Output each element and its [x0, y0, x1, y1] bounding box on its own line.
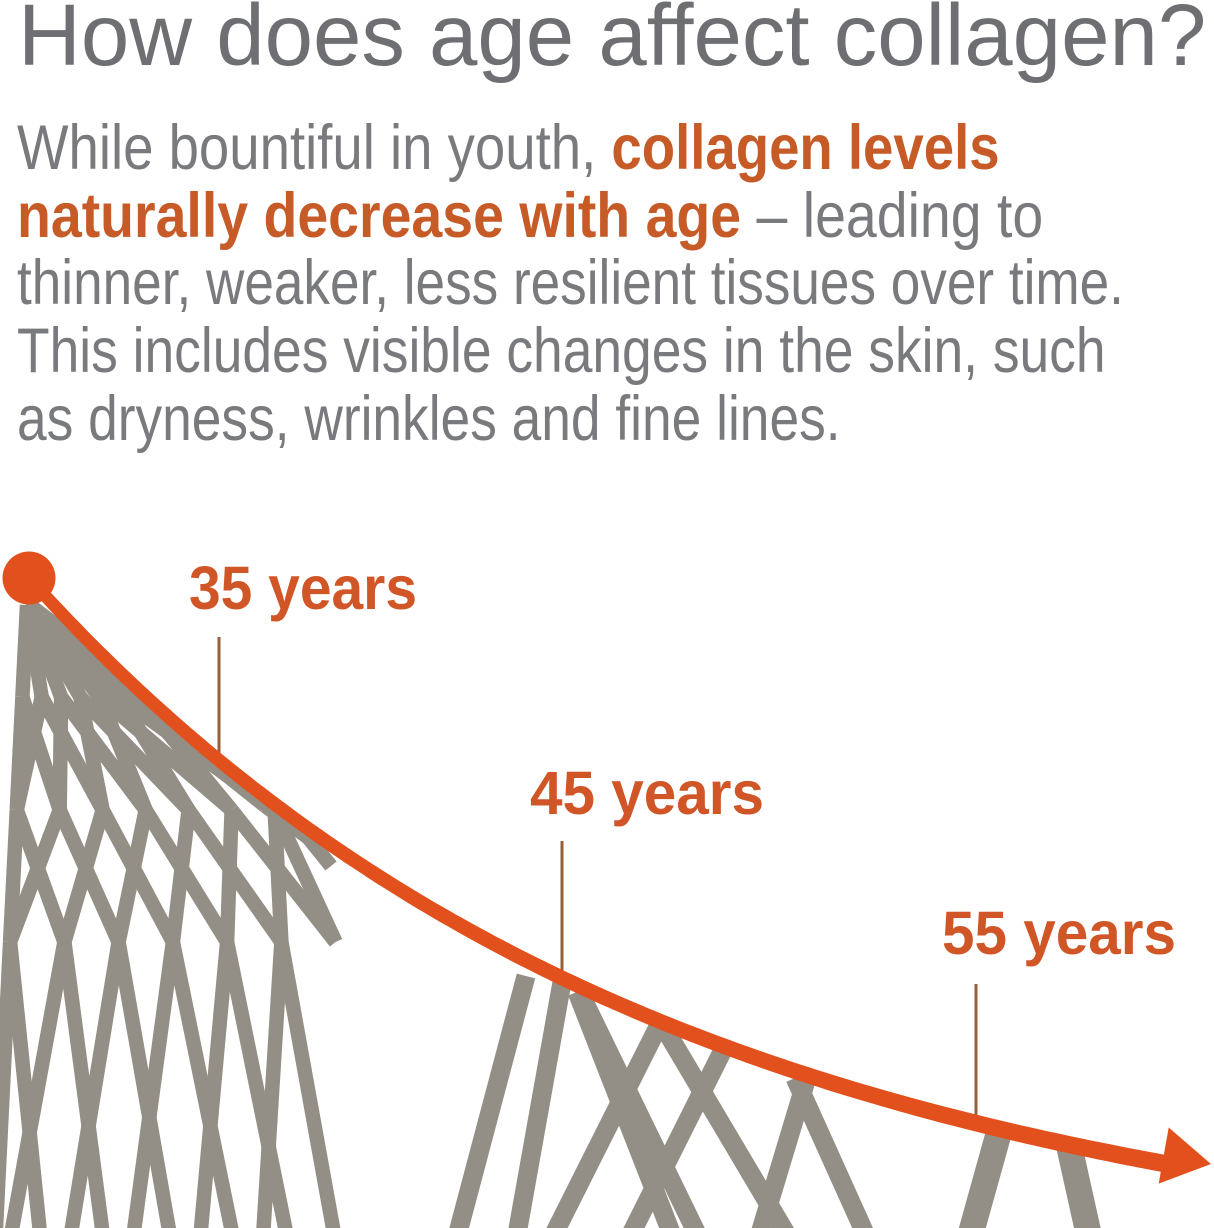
svg-text:35 years: 35 years — [189, 554, 417, 622]
svg-text:45 years: 45 years — [530, 759, 764, 827]
svg-text:55 years: 55 years — [942, 899, 1176, 967]
